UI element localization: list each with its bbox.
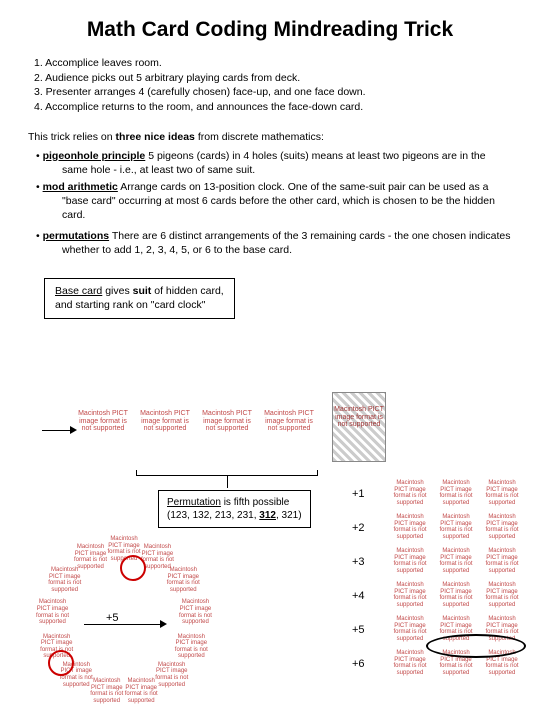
intro-bold: three nice ideas — [116, 131, 195, 143]
clock-pict-2: Macintosh PICT image format is not suppo… — [163, 567, 203, 593]
permutation-box: Permutation is fifth possible(123, 132, … — [158, 490, 311, 528]
steps-list: 1. Accomplice leaves room. 2. Audience p… — [28, 56, 512, 115]
step-2: 2. Audience picks out 5 arbitrary playin… — [34, 71, 512, 86]
pict-hidden: Macintosh PICT image format is not suppo… — [334, 406, 384, 429]
bullet-text: There are 6 distinct arrangements of the… — [62, 230, 510, 256]
brace-stem — [227, 476, 228, 488]
bullet-lead: permutations — [43, 230, 110, 242]
clock-plus5-label: +5 — [106, 612, 119, 624]
pict-card-2: Macintosh PICT image format is not suppo… — [202, 410, 252, 433]
permutation-ellipse — [426, 634, 526, 658]
pict-grid-2-2: Macintosh PICT image format is not suppo… — [482, 548, 522, 574]
intro-suffix: from discrete mathematics: — [195, 131, 324, 143]
pict-grid-4-0: Macintosh PICT image format is not suppo… — [390, 616, 430, 642]
pict-card-3: Macintosh PICT image format is not suppo… — [264, 410, 314, 433]
plus-label-2: +3 — [352, 556, 365, 568]
plus-label-0: +1 — [352, 488, 365, 500]
pict-card-0: Macintosh PICT image format is not suppo… — [78, 410, 128, 433]
pict-card-1: Macintosh PICT image format is not suppo… — [140, 410, 190, 433]
step-1: 1. Accomplice leaves room. — [34, 56, 512, 71]
base-box-b1: suit — [133, 285, 152, 297]
pict-grid-3-0: Macintosh PICT image format is not suppo… — [390, 582, 430, 608]
pict-grid-1-0: Macintosh PICT image format is not suppo… — [390, 514, 430, 540]
clock-pict-4: Macintosh PICT image format is not suppo… — [171, 634, 211, 660]
arrow-to-base-head — [70, 426, 77, 434]
pict-grid-1-1: Macintosh PICT image format is not suppo… — [436, 514, 476, 540]
pict-grid-2-1: Macintosh PICT image format is not suppo… — [436, 548, 476, 574]
pict-grid-1-2: Macintosh PICT image format is not suppo… — [482, 514, 522, 540]
plus-label-3: +4 — [352, 590, 365, 602]
pict-grid-0-1: Macintosh PICT image format is not suppo… — [436, 480, 476, 506]
arrow-to-base — [42, 430, 72, 431]
plus-label-5: +6 — [352, 658, 365, 670]
pict-grid-5-0: Macintosh PICT image format is not suppo… — [390, 650, 430, 676]
base-box-t1: gives — [102, 285, 132, 297]
bullet-perm: • permutations There are 6 distinct arra… — [28, 229, 512, 257]
bullet-text: Arrange cards on 13-position clock. One … — [62, 181, 495, 221]
clock-highlight-start — [48, 650, 74, 676]
pict-grid-2-0: Macintosh PICT image format is not suppo… — [390, 548, 430, 574]
bullet-lead: mod arithmetic — [43, 181, 118, 193]
pict-grid-0-0: Macintosh PICT image format is not suppo… — [390, 480, 430, 506]
bullet-pigeonhole: • pigeonhole principle 5 pigeons (cards)… — [28, 149, 512, 177]
clock-highlight-end — [120, 555, 146, 581]
step-4: 4. Accomplice returns to the room, and a… — [34, 100, 512, 115]
base-box-line2: and starting rank on "card clock" — [55, 299, 205, 311]
plus-label-4: +5 — [352, 624, 365, 636]
intro-prefix: This trick relies on — [28, 131, 116, 143]
pict-grid-0-2: Macintosh PICT image format is not suppo… — [482, 480, 522, 506]
clock-arrow-head — [160, 620, 167, 628]
page-title: Math Card Coding Mindreading Trick — [28, 18, 512, 42]
base-box-u1: Base card — [55, 285, 102, 297]
clock-pict-10: Macintosh PICT image format is not suppo… — [33, 599, 73, 625]
clock-arrow-line — [84, 624, 162, 625]
clock-pict-11: Macintosh PICT image format is not suppo… — [45, 567, 85, 593]
pict-grid-3-1: Macintosh PICT image format is not suppo… — [436, 582, 476, 608]
bullet-list: • pigeonhole principle 5 pigeons (cards)… — [28, 149, 512, 257]
clock-pict-12: Macintosh PICT image format is not suppo… — [71, 544, 111, 570]
clock-pict-6: Macintosh PICT image format is not suppo… — [121, 678, 161, 704]
base-box-t2: of hidden card, — [151, 285, 223, 297]
bullet-lead: pigeonhole principle — [43, 150, 146, 162]
clock-pict-3: Macintosh PICT image format is not suppo… — [175, 599, 215, 625]
step-3: 3. Presenter arranges 4 (carefully chose… — [34, 85, 512, 100]
intro-line: This trick relies on three nice ideas fr… — [28, 131, 512, 143]
bullet-mod: • mod arithmetic Arrange cards on 13-pos… — [28, 180, 512, 223]
plus-label-1: +2 — [352, 522, 365, 534]
base-card-box: Base card gives suit of hidden card, and… — [44, 278, 235, 319]
pict-grid-3-2: Macintosh PICT image format is not suppo… — [482, 582, 522, 608]
